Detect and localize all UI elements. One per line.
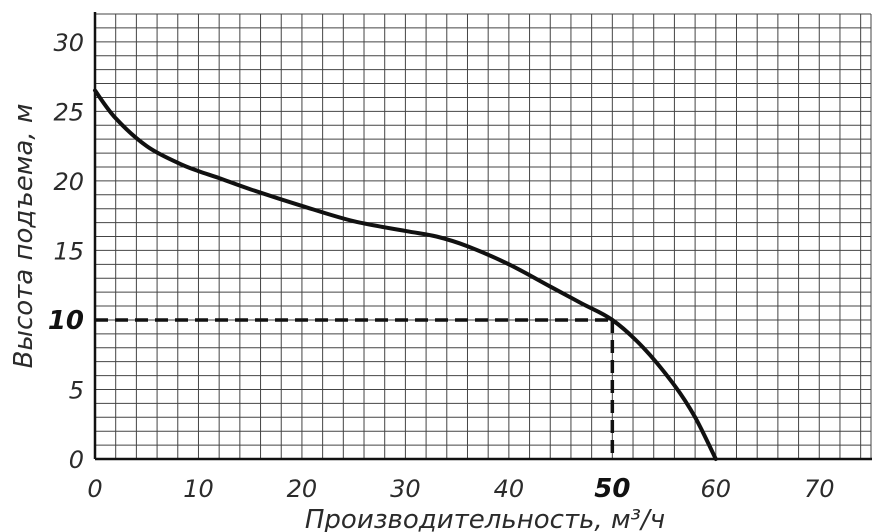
y-tick-label: 30 <box>53 29 84 57</box>
x-tick-label: 60 <box>701 475 732 503</box>
y-axis-label: Высота подъема, м <box>9 104 39 369</box>
y-tick-label: 20 <box>53 168 84 196</box>
chart-axes <box>93 12 872 461</box>
y-tick-label: 5 <box>69 376 84 404</box>
x-tick-labels: 0 10 20 30 40 50 60 70 <box>87 474 834 504</box>
x-tick-label: 40 <box>494 475 525 503</box>
x-tick-label: 20 <box>287 475 318 503</box>
y-tick-label: 15 <box>53 237 84 265</box>
series-line-0 <box>93 88 718 461</box>
x-axis-label: Производительность, м³/ч <box>305 505 665 532</box>
x-tick-label: 10 <box>183 475 214 503</box>
x-tick-label: 30 <box>390 475 421 503</box>
x-tick-label: 0 <box>87 475 102 503</box>
y-tick-label: 0 <box>69 446 84 474</box>
y-tick-label: 10 <box>48 306 84 336</box>
dashed-guides <box>95 318 615 459</box>
x-tick-label: 70 <box>804 475 835 503</box>
y-tick-label: 25 <box>53 98 84 126</box>
y-tick-labels: 0 5 10 15 20 25 30 <box>48 29 84 474</box>
chart-grid <box>95 13 872 459</box>
series-group <box>93 88 718 461</box>
x-tick-label: 50 <box>594 474 630 504</box>
